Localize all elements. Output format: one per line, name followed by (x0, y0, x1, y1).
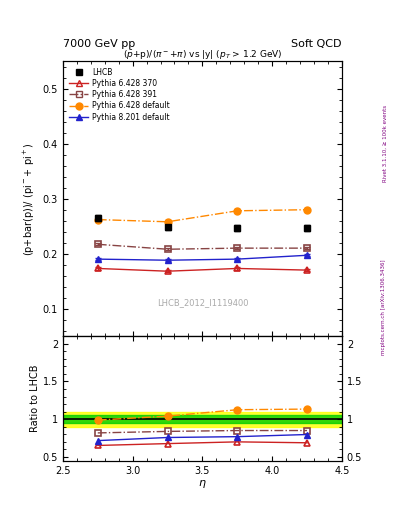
Text: Soft QCD: Soft QCD (292, 38, 342, 49)
Text: 7000 GeV pp: 7000 GeV pp (63, 38, 135, 49)
Text: mcplots.cern.ch [arXiv:1306.3436]: mcplots.cern.ch [arXiv:1306.3436] (381, 260, 386, 355)
Y-axis label: Ratio to LHCB: Ratio to LHCB (30, 365, 40, 432)
Bar (63, 412, 342, 427)
Text: Rivet 3.1.10, ≥ 100k events: Rivet 3.1.10, ≥ 100k events (383, 105, 387, 182)
Title: ($\bar{p}$+p)/($\pi^-$+$\pi$) vs |y| ($p_T$ > 1.2 GeV): ($\bar{p}$+p)/($\pi^-$+$\pi$) vs |y| ($p… (123, 48, 282, 61)
X-axis label: $\eta$: $\eta$ (198, 478, 207, 490)
Y-axis label: (p+bar(p))/ (pi$^-$+ pi$^+$): (p+bar(p))/ (pi$^-$+ pi$^+$) (22, 142, 37, 255)
Bar (63, 415, 342, 423)
Legend: LHCB, Pythia 6.428 370, Pythia 6.428 391, Pythia 6.428 default, Pythia 8.201 def: LHCB, Pythia 6.428 370, Pythia 6.428 391… (67, 65, 172, 124)
Text: LHCB_2012_I1119400: LHCB_2012_I1119400 (157, 298, 248, 308)
